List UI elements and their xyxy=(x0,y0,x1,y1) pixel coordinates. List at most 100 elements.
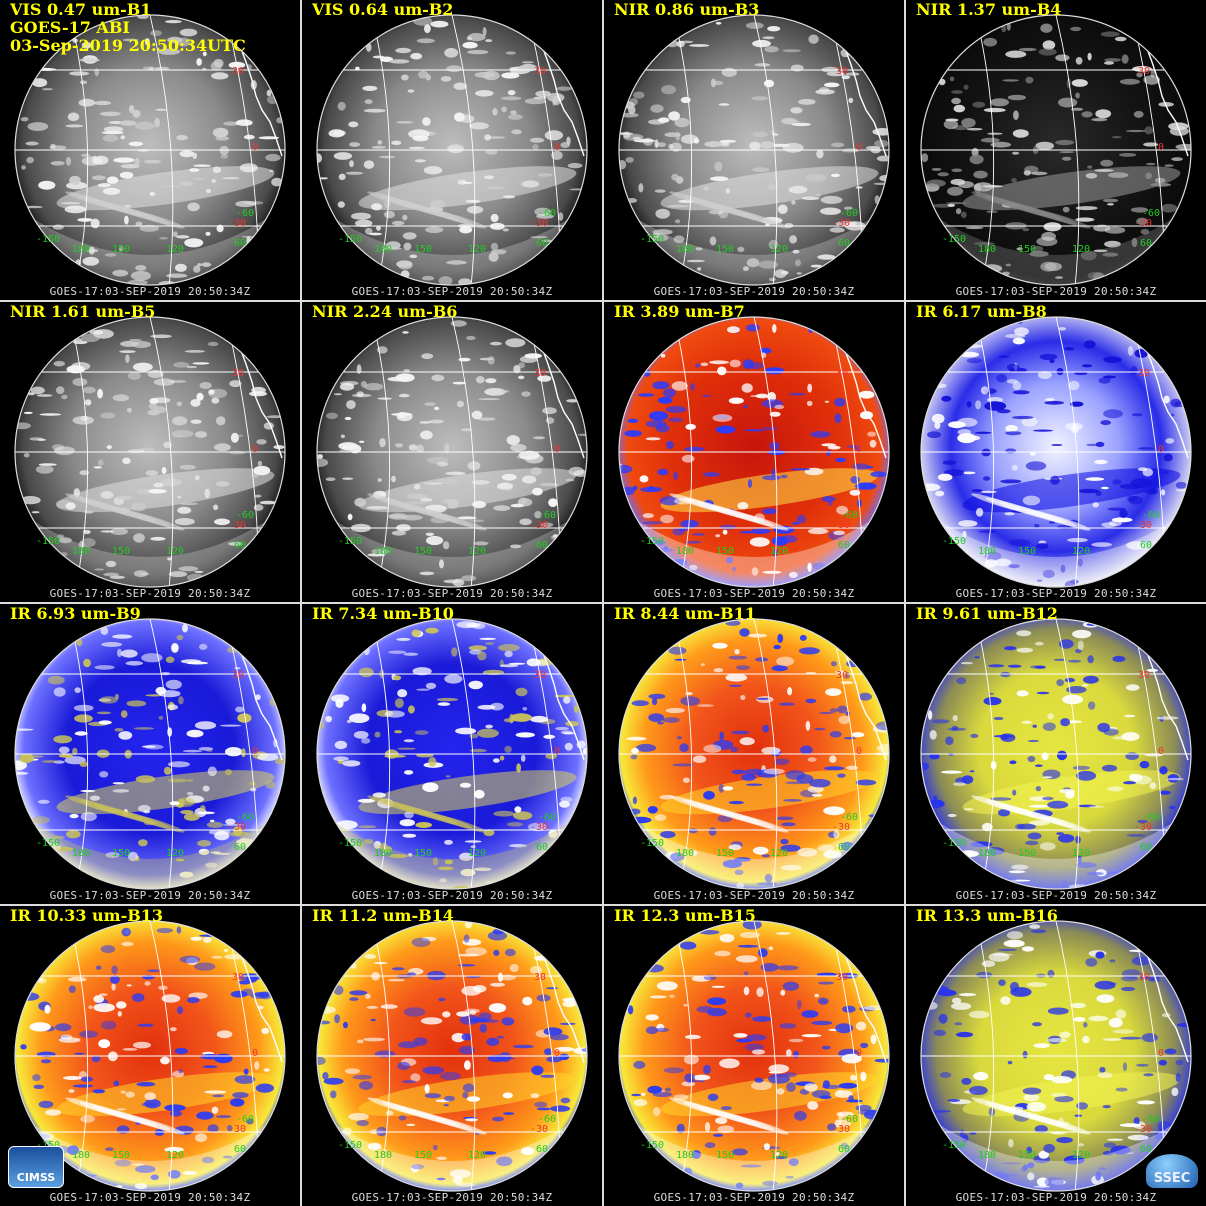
grid-label-lon-120: 120 xyxy=(166,546,185,557)
grid-label-lat-0: 0 xyxy=(252,746,259,757)
grid-label-lon-w150: -150 xyxy=(338,1140,363,1151)
image-timestamp: GOES-17:03-SEP-2019 20:50:34Z xyxy=(49,1191,251,1204)
band-panel: NIR 0.86 um-B3 30 0 -30 -60 -150 180 150 120 60 GO… xyxy=(604,0,904,300)
image-timestamp: GOES-17:03-SEP-2019 20:50:34Z xyxy=(351,889,553,902)
grid-label-lat-0: 0 xyxy=(1158,142,1165,153)
image-timestamp: GOES-17:03-SEP-2019 20:50:34Z xyxy=(955,1191,1157,1204)
grid-label-lon-60: 60 xyxy=(838,238,851,249)
grid-label-lat-60s: -60 xyxy=(538,510,557,521)
band-panel: IR 10.33 um-B13 30 0 -30-60 -150 180 150 120 60 G… xyxy=(0,906,300,1206)
band-title: IR 9.61 um-B12 xyxy=(916,604,1058,623)
grid-label-lat-60s: -60 xyxy=(840,510,859,521)
band-title: IR 3.89 um-B7 xyxy=(614,302,745,321)
grid-label-lon-180: 180 xyxy=(374,1150,393,1161)
grid-label-lat-0: 0 xyxy=(1158,746,1165,757)
grid-label-lat-60s: -60 xyxy=(840,812,859,823)
band-title: IR 6.17 um-B8 xyxy=(916,302,1047,321)
grid-label-lon-w150: -150 xyxy=(640,1140,665,1151)
grid-label-lon-120: 120 xyxy=(770,546,789,557)
image-timestamp: GOES-17:03-SEP-2019 20:50:34Z xyxy=(955,889,1157,902)
earth-disk-image xyxy=(14,14,286,286)
grid-label-lon-120: 120 xyxy=(1072,244,1091,255)
grid-label-lon-180: 180 xyxy=(978,244,997,255)
grid-label-lon-60: 60 xyxy=(536,540,549,551)
grid-label-lon-120: 120 xyxy=(1072,848,1091,859)
grid-label-lon-w150: -150 xyxy=(942,1140,967,1151)
grid-label-lat-0: 0 xyxy=(856,746,863,757)
earth-disk-image xyxy=(618,14,890,286)
grid-label-lon-150: 150 xyxy=(1018,546,1037,557)
grid-label-lat-30n: 30 xyxy=(836,368,849,379)
grid-label-lat-30s: -30 xyxy=(228,822,247,833)
grid-label-lon-60: 60 xyxy=(1140,1144,1153,1155)
band-panel: IR 7.34 um-B10 30 0 -30 -60 -150 180 150 120 60 GO… xyxy=(302,604,602,904)
grid-label-lon-150: 150 xyxy=(716,546,735,557)
grid-label-lon-60: 60 xyxy=(536,238,549,249)
band-title: NIR 1.37 um-B4 xyxy=(916,0,1062,19)
grid-label-lon-180: 180 xyxy=(72,848,91,859)
grid-label-lat-30n: 30 xyxy=(534,670,547,681)
grid-label-lat-60s: -60 xyxy=(538,208,557,219)
grid-label-lat-30s: -30 xyxy=(1134,520,1153,531)
grid-label-lon-150: 150 xyxy=(112,244,131,255)
grid-label-lon-w150: -150 xyxy=(338,838,363,849)
grid-label-lon-60: 60 xyxy=(536,1144,549,1155)
image-timestamp: GOES-17:03-SEP-2019 20:50:34Z xyxy=(955,285,1157,298)
band-panel: IR 3.89 um-B7 30 0 -30 -60 -150 180 150 120 60 GOE… xyxy=(604,302,904,602)
grid-label-lat-30s: -30 xyxy=(1134,822,1153,833)
grid-label-lat-0: 0 xyxy=(856,142,863,153)
grid-label-lat-60s: -60 xyxy=(840,208,859,219)
grid-label-lon-w150: -150 xyxy=(36,234,61,245)
grid-label-lon-150: 150 xyxy=(112,1150,131,1161)
grid-label-lon-120: 120 xyxy=(770,244,789,255)
earth-disk-image xyxy=(618,618,890,890)
grid-label-lat-30n: 30 xyxy=(1138,368,1151,379)
grid-label-lon-150: 150 xyxy=(1018,848,1037,859)
band-panel: IR 13.3 um-B16 30 0 -30 -60 -150 180 150 120 60 GO… xyxy=(906,906,1206,1206)
image-timestamp: GOES-17:03-SEP-2019 20:50:34Z xyxy=(351,1191,553,1204)
grid-label-lon-60: 60 xyxy=(1140,238,1153,249)
grid-label-lon-150: 150 xyxy=(414,848,433,859)
grid-label-lat-30s: -30 xyxy=(1134,1124,1153,1135)
band-title: NIR 2.24 um-B6 xyxy=(312,302,458,321)
grid-label-lon-150: 150 xyxy=(716,1150,735,1161)
grid-label-lon-60: 60 xyxy=(838,842,851,853)
grid-label-lon-180: 180 xyxy=(374,848,393,859)
band-title: IR 6.93 um-B9 xyxy=(10,604,141,623)
grid-label-lon-180: 180 xyxy=(978,546,997,557)
grid-label-lon-180: 180 xyxy=(374,244,393,255)
band-panel: IR 11.2 um-B14 30 0 -30 -60 -150 180 150 120 60 GO… xyxy=(302,906,602,1206)
grid-label-lat-30n: 30 xyxy=(232,670,245,681)
earth-disk-image xyxy=(618,316,890,588)
grid-label-lat-30s: -30 xyxy=(1134,218,1153,229)
grid-label-lon-60: 60 xyxy=(838,540,851,551)
grid-label-lat-30n: 30 xyxy=(232,972,245,983)
image-timestamp: GOES-17:03-SEP-2019 20:50:34Z xyxy=(351,285,553,298)
grid-label-lat-30n: 30 xyxy=(836,66,849,77)
grid-label-lat-30s: -30 xyxy=(530,1124,549,1135)
grid-label-lon-150: 150 xyxy=(716,848,735,859)
grid-label-lat-30s: -30 xyxy=(228,520,247,531)
earth-disk-image xyxy=(316,316,588,588)
grid-label-lon-150: 150 xyxy=(1018,244,1037,255)
band-panel: IR 9.61 um-B12 30 0 -30 -60 -150 180 150 120 60 GO… xyxy=(906,604,1206,904)
grid-label-lat-60s: -60 xyxy=(1142,208,1161,219)
grid-label-lat-30s: -30 xyxy=(832,520,851,531)
band-panel: NIR 1.61 um-B5 30 0 -30 -60 -150 180 150 120 60 GO… xyxy=(0,302,300,602)
grid-label-lat-30s: -30 xyxy=(530,822,549,833)
grid-label-lon-60: 60 xyxy=(838,1144,851,1155)
band-title: NIR 1.61 um-B5 xyxy=(10,302,156,321)
grid-label-lon-w150: -150 xyxy=(942,234,967,245)
band-title: IR 11.2 um-B14 xyxy=(312,906,454,925)
grid-label-lon-w150: -150 xyxy=(640,838,665,849)
image-timestamp: GOES-17:03-SEP-2019 20:50:34Z xyxy=(653,285,855,298)
grid-label-lon-w150: -150 xyxy=(942,536,967,547)
grid-label-lat-30n: 30 xyxy=(534,66,547,77)
band-panel: IR 6.93 um-B9 30 0 -30 -60 -150 180 150 120 60 GOE… xyxy=(0,604,300,904)
grid-label-lat-0: 0 xyxy=(554,746,561,757)
band-title: NIR 0.86 um-B3 xyxy=(614,0,760,19)
grid-label-lat-0: 0 xyxy=(252,1048,259,1059)
grid-label-lat-0: 0 xyxy=(554,142,561,153)
grid-label-lat-0: 0 xyxy=(856,1048,863,1059)
grid-label-lon-120: 120 xyxy=(468,848,487,859)
